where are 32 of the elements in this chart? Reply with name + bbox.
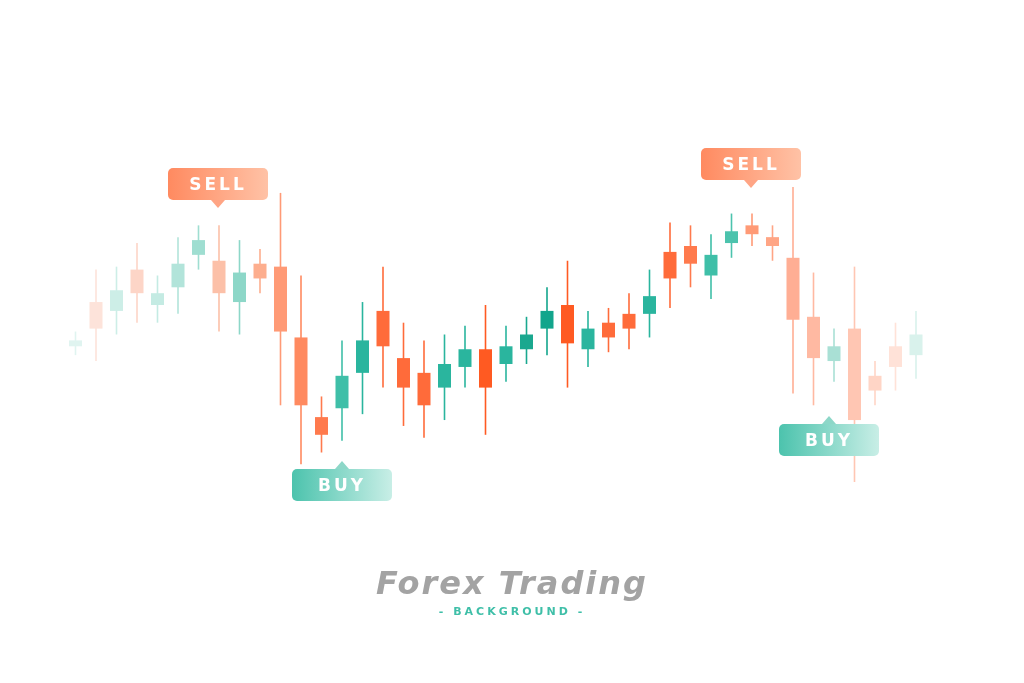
candlestick bbox=[69, 330, 82, 356]
candlestick bbox=[622, 292, 636, 351]
candlestick bbox=[745, 212, 759, 247]
annotation: BUY bbox=[292, 469, 392, 501]
candlestick bbox=[889, 321, 902, 392]
text: Forex Trading bbox=[375, 564, 649, 602]
candlestick bbox=[684, 224, 697, 289]
candlestick bbox=[602, 307, 615, 353]
candlestick bbox=[499, 324, 513, 383]
candlestick bbox=[643, 268, 656, 339]
candlestick bbox=[520, 316, 533, 365]
candlestick bbox=[458, 324, 472, 389]
annotation: SELL bbox=[168, 168, 268, 200]
candlestick bbox=[438, 333, 451, 421]
text: SELL bbox=[701, 148, 801, 180]
candlestick bbox=[725, 212, 738, 259]
text: - BACKGROUND - bbox=[437, 605, 587, 618]
candlestick bbox=[909, 310, 923, 380]
candlestick bbox=[253, 248, 267, 294]
candlestick bbox=[540, 286, 554, 356]
candlestick bbox=[581, 310, 595, 368]
candlestick bbox=[315, 395, 328, 454]
candlestick bbox=[171, 236, 185, 315]
candlestick bbox=[110, 265, 123, 336]
annotation: BUY bbox=[779, 424, 879, 456]
candlestick bbox=[192, 224, 205, 271]
candlestick bbox=[130, 242, 144, 324]
candlestick bbox=[766, 224, 779, 262]
candlestick bbox=[151, 274, 164, 324]
candlestick bbox=[704, 233, 718, 300]
candlestick bbox=[868, 360, 882, 407]
candlestick bbox=[827, 327, 841, 383]
